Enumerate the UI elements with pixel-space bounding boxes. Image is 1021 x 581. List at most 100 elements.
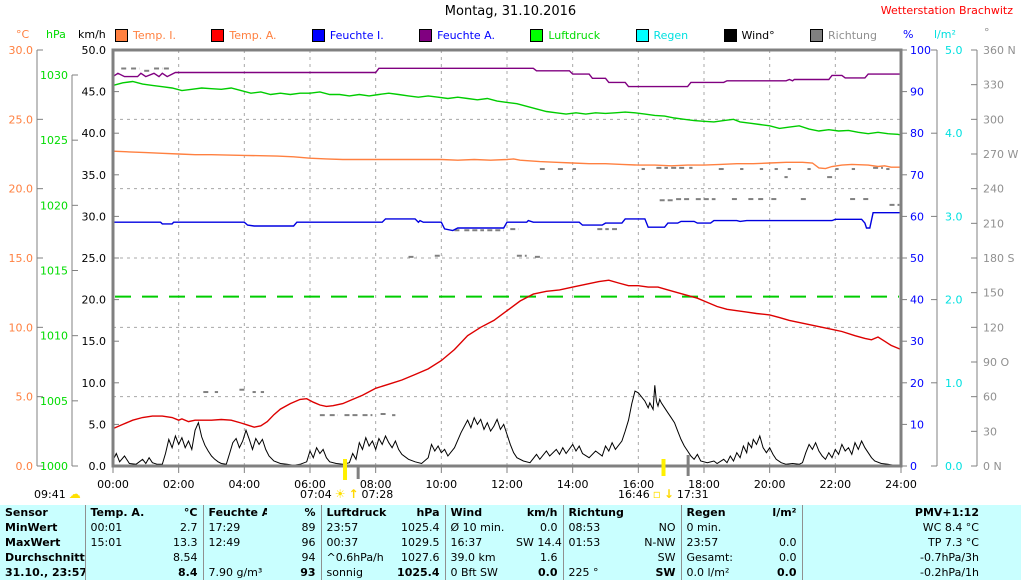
series-feuchte-a: [112, 67, 901, 88]
axis-tick-label-pct: 20: [910, 377, 924, 390]
legend-swatch: [115, 29, 128, 42]
station-name: Wetterstation Brachwitz: [880, 4, 1013, 17]
axis-tick-label-pct: 0: [910, 460, 917, 473]
cell-label: [562, 550, 627, 565]
cell-pmv: WC 8.4 °C: [801, 520, 1021, 535]
sunset-marker: [661, 459, 666, 476]
axis-tick-label-pct: 70: [910, 169, 924, 182]
cell-pmv: TP 7.3 °C: [801, 535, 1021, 550]
cell-value: 8.54: [173, 551, 198, 564]
cell-value: 0.0: [779, 536, 797, 549]
axis-tick-label-lm2: 0.0: [945, 460, 963, 473]
sunset-arrow-icon: ↓: [663, 487, 674, 501]
cell-label: ^0.6hPa/h: [320, 550, 389, 565]
axis-tick-label-kmh: 20.0: [82, 294, 107, 307]
cell-label: Gesamt:: [680, 550, 747, 565]
x-axis-tick-label: 08:00: [360, 478, 392, 491]
cell-value: 89: [301, 521, 316, 534]
axis-tick-label-hpa: 1010: [40, 330, 68, 343]
axis-tick-label-deg: 360 N: [983, 44, 1016, 57]
axis-tick-label-deg: 0 N: [983, 460, 1002, 473]
legend-item-luftdruck: Luftdruck: [530, 29, 600, 42]
legend-item-regen: Regen: [635, 29, 688, 42]
axis-tick-label-kmh: 30.0: [82, 210, 107, 223]
sunrise-annotation: 07:04 ☀ ↑ 07:28: [300, 487, 393, 501]
axis-tick-label-hpa: 1025: [40, 134, 68, 147]
series-wind: [112, 385, 901, 466]
col-header-unit: km/h: [526, 506, 558, 519]
table-row: 31.10., 23:57 8.4 7.90 g/m³ 93 sonnig 1025.4 0…: [0, 565, 1021, 580]
page-title: Montag, 31.10.2016: [444, 4, 577, 19]
col-header-unit: [627, 505, 681, 520]
cell-value: SW 14.4: [516, 536, 562, 549]
cell-value: 1025.4: [401, 521, 440, 534]
x-axis-tick-label: 20:00: [754, 478, 786, 491]
cell-value: 96: [301, 536, 316, 549]
legend-label: Richtung: [828, 29, 877, 42]
axis-tick-label-lm2: 2.0: [945, 294, 963, 307]
axis-tick-label-pct: 60: [910, 210, 924, 223]
axis-tick-label-deg: 240: [983, 183, 1004, 196]
legend-item-feuchte-i: Feuchte I.: [311, 29, 384, 42]
cell-value: SW: [655, 566, 676, 579]
cell-label: 39.0 km: [444, 550, 511, 565]
col-header: Richtung: [562, 505, 627, 520]
legend-label: Temp. I.: [133, 29, 177, 42]
cell-label: sonnig: [320, 565, 389, 580]
axis-unit-direction: °: [984, 26, 990, 39]
axis-tick-label-lm2: 1.0: [945, 377, 963, 390]
axis-tick-label-hpa: 1015: [40, 265, 68, 278]
sunshine-start-annotation: 09:41 ☁: [34, 487, 81, 501]
weather-chart: 30.025.020.015.010.05.00.010301025102010…: [9, 44, 1019, 491]
axis-tick-label-degC: 15.0: [9, 252, 34, 265]
axis-tick-label-kmh: 15.0: [82, 335, 107, 348]
legend-label: Wind°: [741, 29, 775, 42]
axis-tick-label-hpa: 1020: [40, 199, 68, 212]
cell-value: 0.0: [538, 566, 558, 579]
row-label: 31.10., 23:57: [5, 566, 85, 579]
x-axis-tick-label: 12:00: [491, 478, 523, 491]
col-header-unit: hPa: [416, 506, 440, 519]
axis-tick-label-degC: 5.0: [16, 391, 34, 404]
axis-tick-label-lm2: 4.0: [945, 127, 963, 140]
legend-item-richtung: Richtung: [810, 29, 877, 42]
sunrise-end-marker: [356, 465, 360, 479]
axis-tick-label-pct: 90: [910, 86, 924, 99]
axis-tick-label-pct: 100: [910, 44, 931, 57]
cell-value: 0.0: [540, 521, 558, 534]
cell-label: 0 min.: [680, 520, 747, 535]
axis-tick-label-pct: 10: [910, 418, 924, 431]
axis-tick-label-kmh: 45.0: [82, 86, 107, 99]
series-temp-a: [112, 279, 902, 430]
axis-tick-label-pct: 50: [910, 252, 924, 265]
cell-pmv: -0.7hPa/3h: [801, 550, 1021, 565]
table-row: MaxWert 15:01 13.3 12:49 96 00:37 1029.5 16:37 S…: [0, 535, 1021, 550]
axis-tick-label-kmh: 35.0: [82, 169, 107, 182]
cell-value: 1029.5: [401, 536, 440, 549]
sunset-from-time: 16:46: [618, 487, 650, 501]
axis-tick-label-lm2: 3.0: [945, 210, 963, 223]
cell-label: 0.0 l/m²: [680, 565, 747, 580]
cell-label: 00:37: [320, 535, 389, 550]
cell-label: [84, 550, 149, 565]
x-axis-tick-label: 00:00: [97, 478, 129, 491]
axis-tick-label-deg: 90 O: [983, 356, 1009, 369]
cell-label: 12:49: [202, 535, 267, 550]
legend-swatch: [419, 29, 433, 42]
col-header: Feuchte A.: [202, 505, 267, 520]
cell-value: 1027.6: [401, 551, 440, 564]
legend-item-feuchte-a: Feuchte A.: [419, 29, 495, 42]
series-feuchte-i: [113, 212, 901, 232]
cell-value: 1025.4: [397, 566, 440, 579]
cell-value: 8.4: [178, 566, 198, 579]
axis-tick-label-kmh: 5.0: [89, 418, 107, 431]
cell-value: SW: [657, 551, 676, 564]
sunset-annotation: 16:46 ▫ ↓ 17:31: [618, 487, 709, 501]
axis-tick-label-pct: 30: [910, 335, 924, 348]
axis-tick-label-deg: 150: [983, 287, 1004, 300]
stats-table: Sensor Temp. A. °C Feuchte A.% Luftdruck hPa W…: [0, 505, 1021, 580]
axis-tick-label-deg: 180 S: [983, 252, 1014, 265]
legend-item-temp-i: Temp. I.: [115, 29, 176, 42]
series-temp-i: [112, 150, 901, 170]
